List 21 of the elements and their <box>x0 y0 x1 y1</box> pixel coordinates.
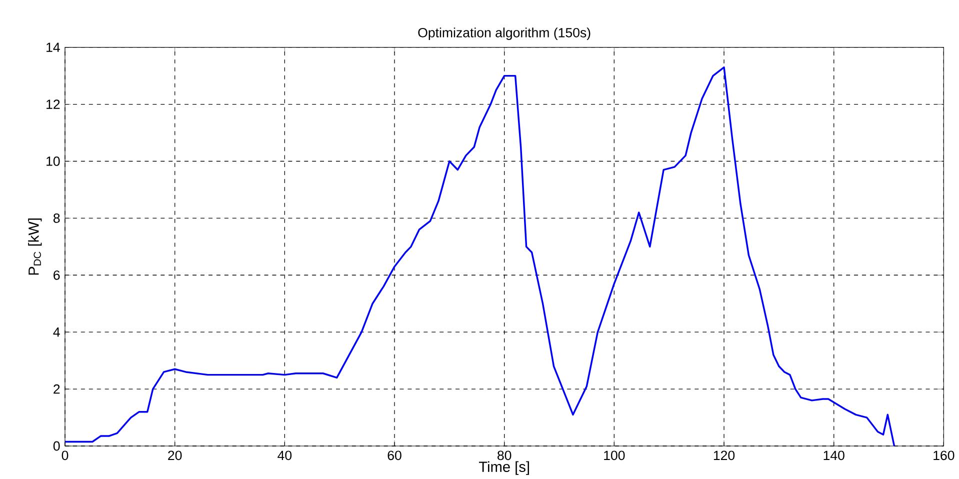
x-tick-label: 140 <box>824 450 844 460</box>
y-tick-label: 2 <box>54 384 60 394</box>
x-tick-label: 40 <box>278 450 292 460</box>
y-tick-label: 4 <box>53 328 60 337</box>
y-tick-label: 8 <box>54 213 60 223</box>
line-series <box>65 66 896 446</box>
x-tick-label: 0 <box>62 450 68 460</box>
y-tick-label: 14 <box>46 42 60 52</box>
chart-title: Optimization algorithm (150s) <box>418 28 590 40</box>
y-tick-label: 12 <box>46 100 60 109</box>
y-axis-title: P$_{DC}$ [kW] <box>28 218 42 275</box>
y-tick-label: 6 <box>54 270 60 280</box>
x-tick-label: 20 <box>168 450 182 460</box>
x-tick-label: 60 <box>388 450 402 460</box>
y-tick-label: 0 <box>53 441 60 451</box>
y-tick-label: 10 <box>46 156 60 166</box>
x-tick-label: 100 <box>604 450 625 460</box>
x-tick-label: 160 <box>934 450 954 460</box>
x-tick-label: 80 <box>498 450 512 460</box>
x-axis-title: Time [s] <box>478 461 529 475</box>
x-tick-label: 120 <box>714 450 735 460</box>
